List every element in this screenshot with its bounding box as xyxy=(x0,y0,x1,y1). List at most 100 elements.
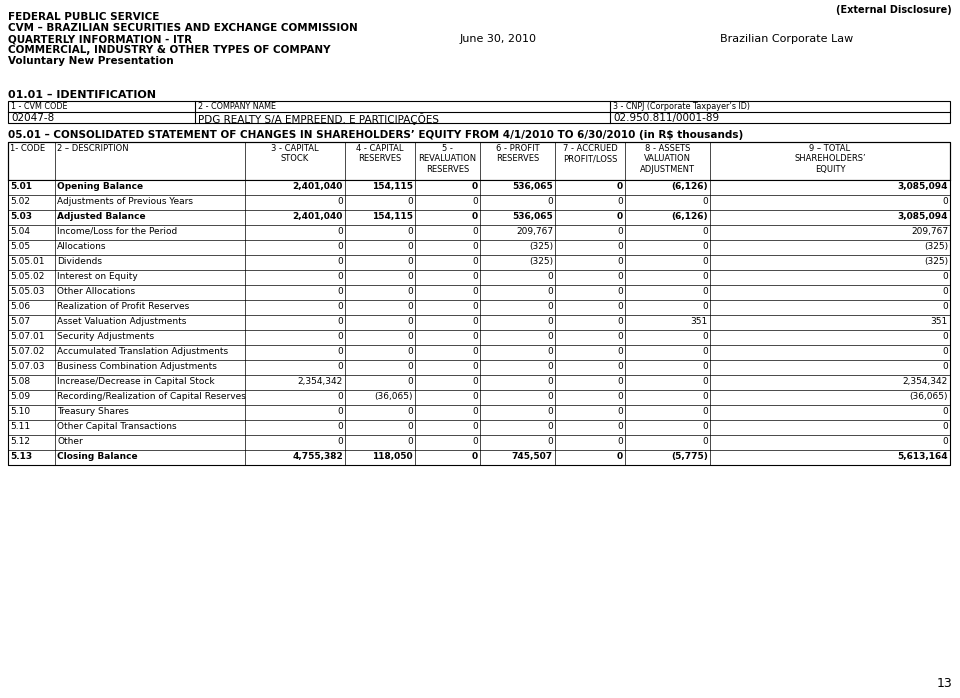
Text: 0: 0 xyxy=(617,347,623,356)
Text: Interest on Equity: Interest on Equity xyxy=(57,272,137,281)
Text: Other Allocations: Other Allocations xyxy=(57,287,135,296)
Text: Closing Balance: Closing Balance xyxy=(57,452,137,461)
Text: 0: 0 xyxy=(703,272,708,281)
Text: 0: 0 xyxy=(703,437,708,446)
Text: (External Disclosure): (External Disclosure) xyxy=(836,5,952,15)
Text: CVM – BRAZILIAN SECURITIES AND EXCHANGE COMMISSION: CVM – BRAZILIAN SECURITIES AND EXCHANGE … xyxy=(8,23,358,33)
Text: 0: 0 xyxy=(407,302,413,311)
Text: 209,767: 209,767 xyxy=(516,227,553,236)
Text: 0: 0 xyxy=(472,302,478,311)
Text: 5.04: 5.04 xyxy=(10,227,30,236)
Bar xyxy=(8,300,950,315)
Text: 5.05.03: 5.05.03 xyxy=(10,287,44,296)
Text: Other Capital Transactions: Other Capital Transactions xyxy=(57,422,177,431)
Text: 0: 0 xyxy=(943,197,948,206)
Text: 0: 0 xyxy=(337,347,343,356)
Bar xyxy=(8,195,950,210)
Bar xyxy=(8,330,950,345)
Text: 0: 0 xyxy=(472,437,478,446)
Text: 5 -
REVALUATION
RESERVES: 5 - REVALUATION RESERVES xyxy=(419,144,476,174)
Bar xyxy=(8,285,950,300)
Text: 0: 0 xyxy=(472,407,478,416)
Text: 9 – TOTAL
SHAREHOLDERS’
EQUITY: 9 – TOTAL SHAREHOLDERS’ EQUITY xyxy=(794,144,866,174)
Text: 745,507: 745,507 xyxy=(512,452,553,461)
Text: 0: 0 xyxy=(472,257,478,266)
Bar xyxy=(8,405,950,420)
Text: 0: 0 xyxy=(472,362,478,371)
Text: 1- CODE: 1- CODE xyxy=(10,144,45,153)
Text: 0: 0 xyxy=(407,377,413,386)
Text: 5,613,164: 5,613,164 xyxy=(898,452,948,461)
Text: 0: 0 xyxy=(337,317,343,326)
Text: 0: 0 xyxy=(472,452,478,461)
Text: 0: 0 xyxy=(703,392,708,401)
Text: 0: 0 xyxy=(703,302,708,311)
Text: 0: 0 xyxy=(547,317,553,326)
Text: 0: 0 xyxy=(617,212,623,221)
Text: 0: 0 xyxy=(547,272,553,281)
Text: 0: 0 xyxy=(337,242,343,251)
Text: Business Combination Adjustments: Business Combination Adjustments xyxy=(57,362,217,371)
Text: 0: 0 xyxy=(617,242,623,251)
Text: 13: 13 xyxy=(936,677,952,690)
Text: COMMERCIAL, INDUSTRY & OTHER TYPES OF COMPANY: COMMERCIAL, INDUSTRY & OTHER TYPES OF CO… xyxy=(8,45,330,55)
Text: 5.13: 5.13 xyxy=(10,452,32,461)
Text: (36,065): (36,065) xyxy=(374,392,413,401)
Text: 01.01 – IDENTIFICATION: 01.01 – IDENTIFICATION xyxy=(8,90,156,100)
Text: 0: 0 xyxy=(407,272,413,281)
Text: 0: 0 xyxy=(703,377,708,386)
Text: Brazilian Corporate Law: Brazilian Corporate Law xyxy=(720,34,853,44)
Bar xyxy=(8,101,950,123)
Text: 0: 0 xyxy=(617,362,623,371)
Text: 0: 0 xyxy=(407,347,413,356)
Text: 0: 0 xyxy=(943,272,948,281)
Text: Realization of Profit Reserves: Realization of Profit Reserves xyxy=(57,302,189,311)
Text: 0: 0 xyxy=(617,392,623,401)
Text: 0: 0 xyxy=(472,347,478,356)
Text: 0: 0 xyxy=(337,422,343,431)
Text: 0: 0 xyxy=(943,407,948,416)
Text: 118,050: 118,050 xyxy=(372,452,413,461)
Text: 5.05.02: 5.05.02 xyxy=(10,272,44,281)
Text: (36,065): (36,065) xyxy=(909,392,948,401)
Text: Opening Balance: Opening Balance xyxy=(57,182,143,191)
Text: 0: 0 xyxy=(943,287,948,296)
Text: 0: 0 xyxy=(472,317,478,326)
Text: 5.11: 5.11 xyxy=(10,422,30,431)
Text: Security Adjustments: Security Adjustments xyxy=(57,332,155,341)
Text: 0: 0 xyxy=(407,227,413,236)
Text: 1 - CVM CODE: 1 - CVM CODE xyxy=(11,102,67,111)
Text: 0: 0 xyxy=(703,257,708,266)
Text: Increase/Decrease in Capital Stock: Increase/Decrease in Capital Stock xyxy=(57,377,215,386)
Text: (325): (325) xyxy=(529,242,553,251)
Text: 0: 0 xyxy=(703,287,708,296)
Text: 0: 0 xyxy=(407,437,413,446)
Text: (325): (325) xyxy=(529,257,553,266)
Text: 0: 0 xyxy=(472,197,478,206)
Text: 0: 0 xyxy=(547,347,553,356)
Bar xyxy=(8,240,950,255)
Text: 0: 0 xyxy=(337,227,343,236)
Text: 0: 0 xyxy=(337,257,343,266)
Text: Adjusted Balance: Adjusted Balance xyxy=(57,212,146,221)
Text: 0: 0 xyxy=(472,227,478,236)
Text: 0: 0 xyxy=(337,437,343,446)
Text: 0: 0 xyxy=(703,332,708,341)
Text: 0: 0 xyxy=(337,362,343,371)
Text: 0: 0 xyxy=(337,407,343,416)
Text: Recording/Realization of Capital Reserves: Recording/Realization of Capital Reserve… xyxy=(57,392,246,401)
Text: 351: 351 xyxy=(931,317,948,326)
Text: 0: 0 xyxy=(407,242,413,251)
Text: 0: 0 xyxy=(617,377,623,386)
Text: 3 - CAPITAL
STOCK: 3 - CAPITAL STOCK xyxy=(271,144,319,163)
Bar xyxy=(8,142,950,180)
Text: 0: 0 xyxy=(617,302,623,311)
Text: 0: 0 xyxy=(703,407,708,416)
Text: Other: Other xyxy=(57,437,83,446)
Text: 02.950.811/0001-89: 02.950.811/0001-89 xyxy=(613,113,719,123)
Bar xyxy=(8,375,950,390)
Text: 0: 0 xyxy=(547,362,553,371)
Text: 536,065: 536,065 xyxy=(513,182,553,191)
Text: 0: 0 xyxy=(407,257,413,266)
Text: (325): (325) xyxy=(924,242,948,251)
